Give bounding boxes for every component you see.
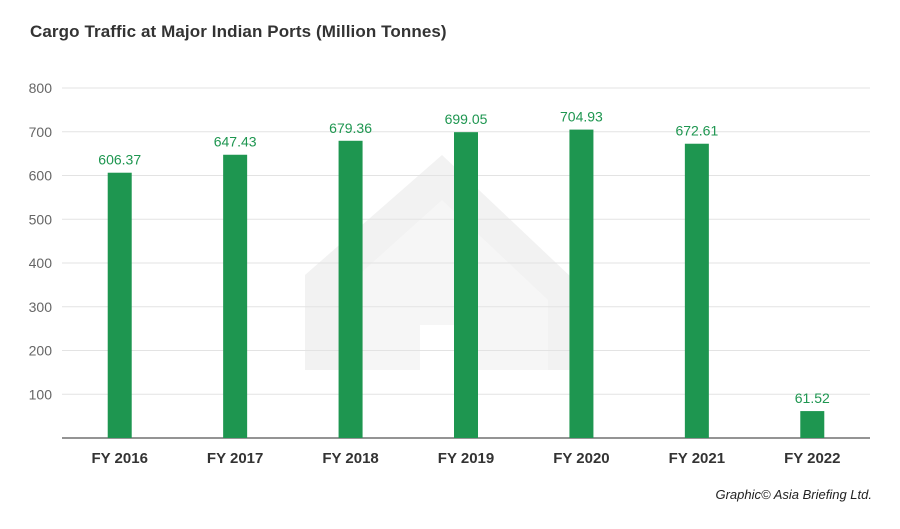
- bar: [107, 172, 132, 438]
- y-tick-label: 800: [29, 80, 53, 96]
- y-tick-label: 700: [29, 124, 53, 140]
- y-tick-label: 400: [29, 255, 53, 271]
- x-tick-label: FY 2022: [784, 450, 840, 467]
- bars: [107, 129, 825, 438]
- y-tick-label: 600: [29, 168, 53, 184]
- x-tick-label: FY 2017: [207, 450, 263, 467]
- y-tick-label: 300: [29, 299, 53, 315]
- bar: [338, 140, 363, 438]
- data-label: 679.36: [329, 120, 372, 136]
- x-tick-label: FY 2021: [669, 450, 725, 467]
- y-tick-label: 100: [29, 386, 53, 402]
- data-label: 672.61: [675, 123, 718, 139]
- credit-text: Graphic© Asia Briefing Ltd.: [715, 487, 872, 502]
- bar: [684, 143, 709, 438]
- data-label: 647.43: [214, 134, 257, 150]
- bar: [800, 411, 825, 438]
- bar: [454, 132, 478, 438]
- y-tick-label: 200: [29, 343, 53, 359]
- x-tick-label: FY 2018: [322, 450, 378, 467]
- data-label: 606.37: [98, 152, 141, 168]
- x-tick-label: FY 2020: [553, 450, 609, 467]
- y-tick-label: 500: [29, 211, 53, 227]
- bar: [223, 154, 248, 438]
- x-tick-label: FY 2019: [438, 450, 494, 467]
- data-label: 699.05: [445, 111, 488, 127]
- data-label: 61.52: [795, 390, 830, 406]
- chart-title: Cargo Traffic at Major Indian Ports (Mil…: [30, 22, 447, 41]
- bar: [569, 129, 594, 438]
- data-label: 704.93: [560, 109, 603, 125]
- x-tick-label: FY 2016: [91, 450, 147, 467]
- axis: 100 200 300 400 500 600 700 800 FY 2016 FY 2017 FY…: [29, 80, 870, 467]
- data-labels: 606.37 647.43 679.36 699.05 704.93 672.61 61.5…: [98, 109, 830, 406]
